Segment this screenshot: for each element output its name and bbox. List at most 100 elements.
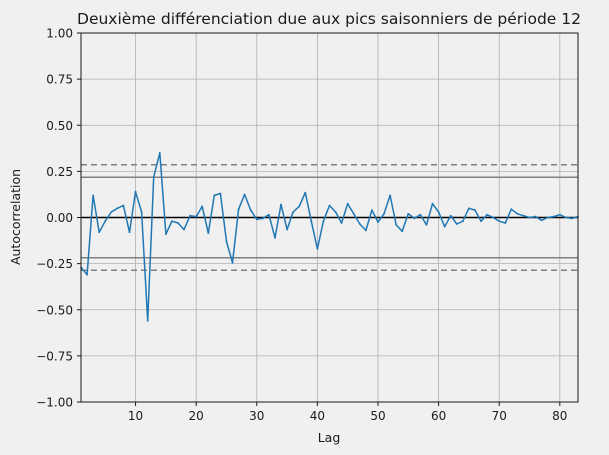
acf-point — [510, 208, 513, 211]
acf-point — [316, 247, 319, 250]
x-axis-ticks: 10 20 30 40 50 60 70 80 — [128, 402, 567, 423]
acf-point — [140, 211, 143, 213]
acf-point — [461, 220, 464, 223]
acf-point — [237, 208, 240, 211]
acf-point — [413, 217, 416, 220]
x-axis-label: Lag — [318, 430, 341, 445]
acf-point — [455, 223, 458, 225]
acf-point — [243, 193, 246, 196]
acf-point — [492, 216, 495, 219]
acf-point — [498, 220, 501, 223]
acf-point — [389, 194, 392, 197]
acf-point — [346, 202, 349, 205]
acf-point — [352, 212, 355, 215]
acf-point — [425, 223, 428, 226]
acf-point — [364, 229, 367, 232]
acf-point — [534, 215, 537, 218]
acf-point — [146, 319, 149, 322]
acf-point — [134, 190, 137, 193]
acf-point — [528, 216, 531, 219]
y-tick-label: −1.00 — [36, 396, 73, 410]
acf-point — [504, 222, 507, 224]
acf-point — [377, 221, 379, 224]
y-tick-label: −0.25 — [36, 257, 73, 271]
acf-point — [419, 213, 422, 216]
x-tick-label: 30 — [249, 409, 264, 423]
x-tick-label: 80 — [552, 409, 567, 423]
acf-point — [564, 216, 567, 219]
y-tick-label: −0.50 — [36, 303, 73, 317]
acf-point — [195, 215, 198, 218]
acf-point — [552, 215, 555, 218]
acf-point — [249, 209, 252, 212]
acf-point — [164, 233, 167, 236]
acf-point — [261, 217, 264, 220]
acf-point — [280, 203, 282, 206]
acf-point — [474, 209, 476, 212]
reference-lines — [81, 163, 578, 272]
acf-point — [104, 220, 107, 223]
acf-point — [92, 194, 95, 197]
acf-point — [116, 207, 119, 210]
y-tick-label: 1.00 — [46, 27, 73, 41]
acf-point — [86, 273, 88, 276]
acf-point — [480, 220, 482, 223]
acf-point — [383, 212, 385, 215]
acf-point — [274, 236, 276, 239]
acf-point — [286, 228, 288, 231]
acf-point — [540, 219, 543, 222]
acf-point — [486, 213, 488, 216]
acf-point — [128, 231, 131, 234]
acf-point — [304, 191, 307, 194]
acf-point — [358, 223, 361, 225]
acf-point — [225, 240, 228, 243]
y-tick-label: 0.00 — [46, 211, 73, 225]
acf-point — [213, 194, 216, 197]
acf-point — [310, 220, 313, 223]
acf-point — [558, 213, 561, 216]
series-layer — [80, 152, 579, 322]
y-axis-label: Autocorrelation — [8, 169, 23, 265]
x-tick-label: 50 — [370, 409, 385, 423]
acf-point — [443, 225, 446, 228]
acf-point — [152, 176, 155, 178]
acf-point — [219, 192, 222, 195]
x-tick-label: 10 — [128, 409, 143, 423]
acf-point — [231, 261, 234, 264]
acf-point — [292, 211, 295, 213]
acf-point — [255, 218, 258, 221]
y-tick-label: 0.75 — [46, 73, 73, 87]
acf-point — [110, 211, 113, 213]
acf-point — [122, 204, 125, 207]
acf-point — [449, 214, 452, 217]
acf-point — [437, 211, 440, 213]
y-axis-ticks: −1.00 −0.75 −0.50 −0.25 0.00 0.25 0.50 0.75 1.00 — [36, 27, 81, 410]
x-tick-label: 60 — [431, 409, 446, 423]
acf-point — [171, 220, 173, 223]
acf-point — [401, 230, 404, 233]
acf-point — [267, 213, 270, 216]
acf-point — [546, 216, 549, 219]
acf-point — [395, 223, 398, 226]
acf-point — [98, 231, 101, 234]
acf-point — [158, 152, 161, 154]
acf-point — [340, 222, 343, 224]
acf-point — [371, 209, 373, 212]
y-tick-label: −0.75 — [36, 349, 73, 363]
y-tick-label: 0.50 — [46, 119, 73, 133]
acf-point — [571, 217, 573, 220]
acf-point — [522, 214, 525, 217]
acf-point — [298, 205, 301, 208]
acf-point — [189, 214, 191, 217]
x-tick-label: 70 — [492, 409, 507, 423]
acf-point — [516, 212, 519, 215]
acf-point — [431, 202, 434, 205]
acf-point — [328, 204, 331, 207]
acf-point — [334, 211, 337, 213]
y-tick-label: 0.25 — [46, 165, 73, 179]
acf-point — [207, 232, 210, 235]
acf-point — [183, 228, 185, 231]
acf-point — [407, 212, 410, 215]
acf-point — [322, 220, 325, 223]
acf-point — [468, 207, 470, 210]
